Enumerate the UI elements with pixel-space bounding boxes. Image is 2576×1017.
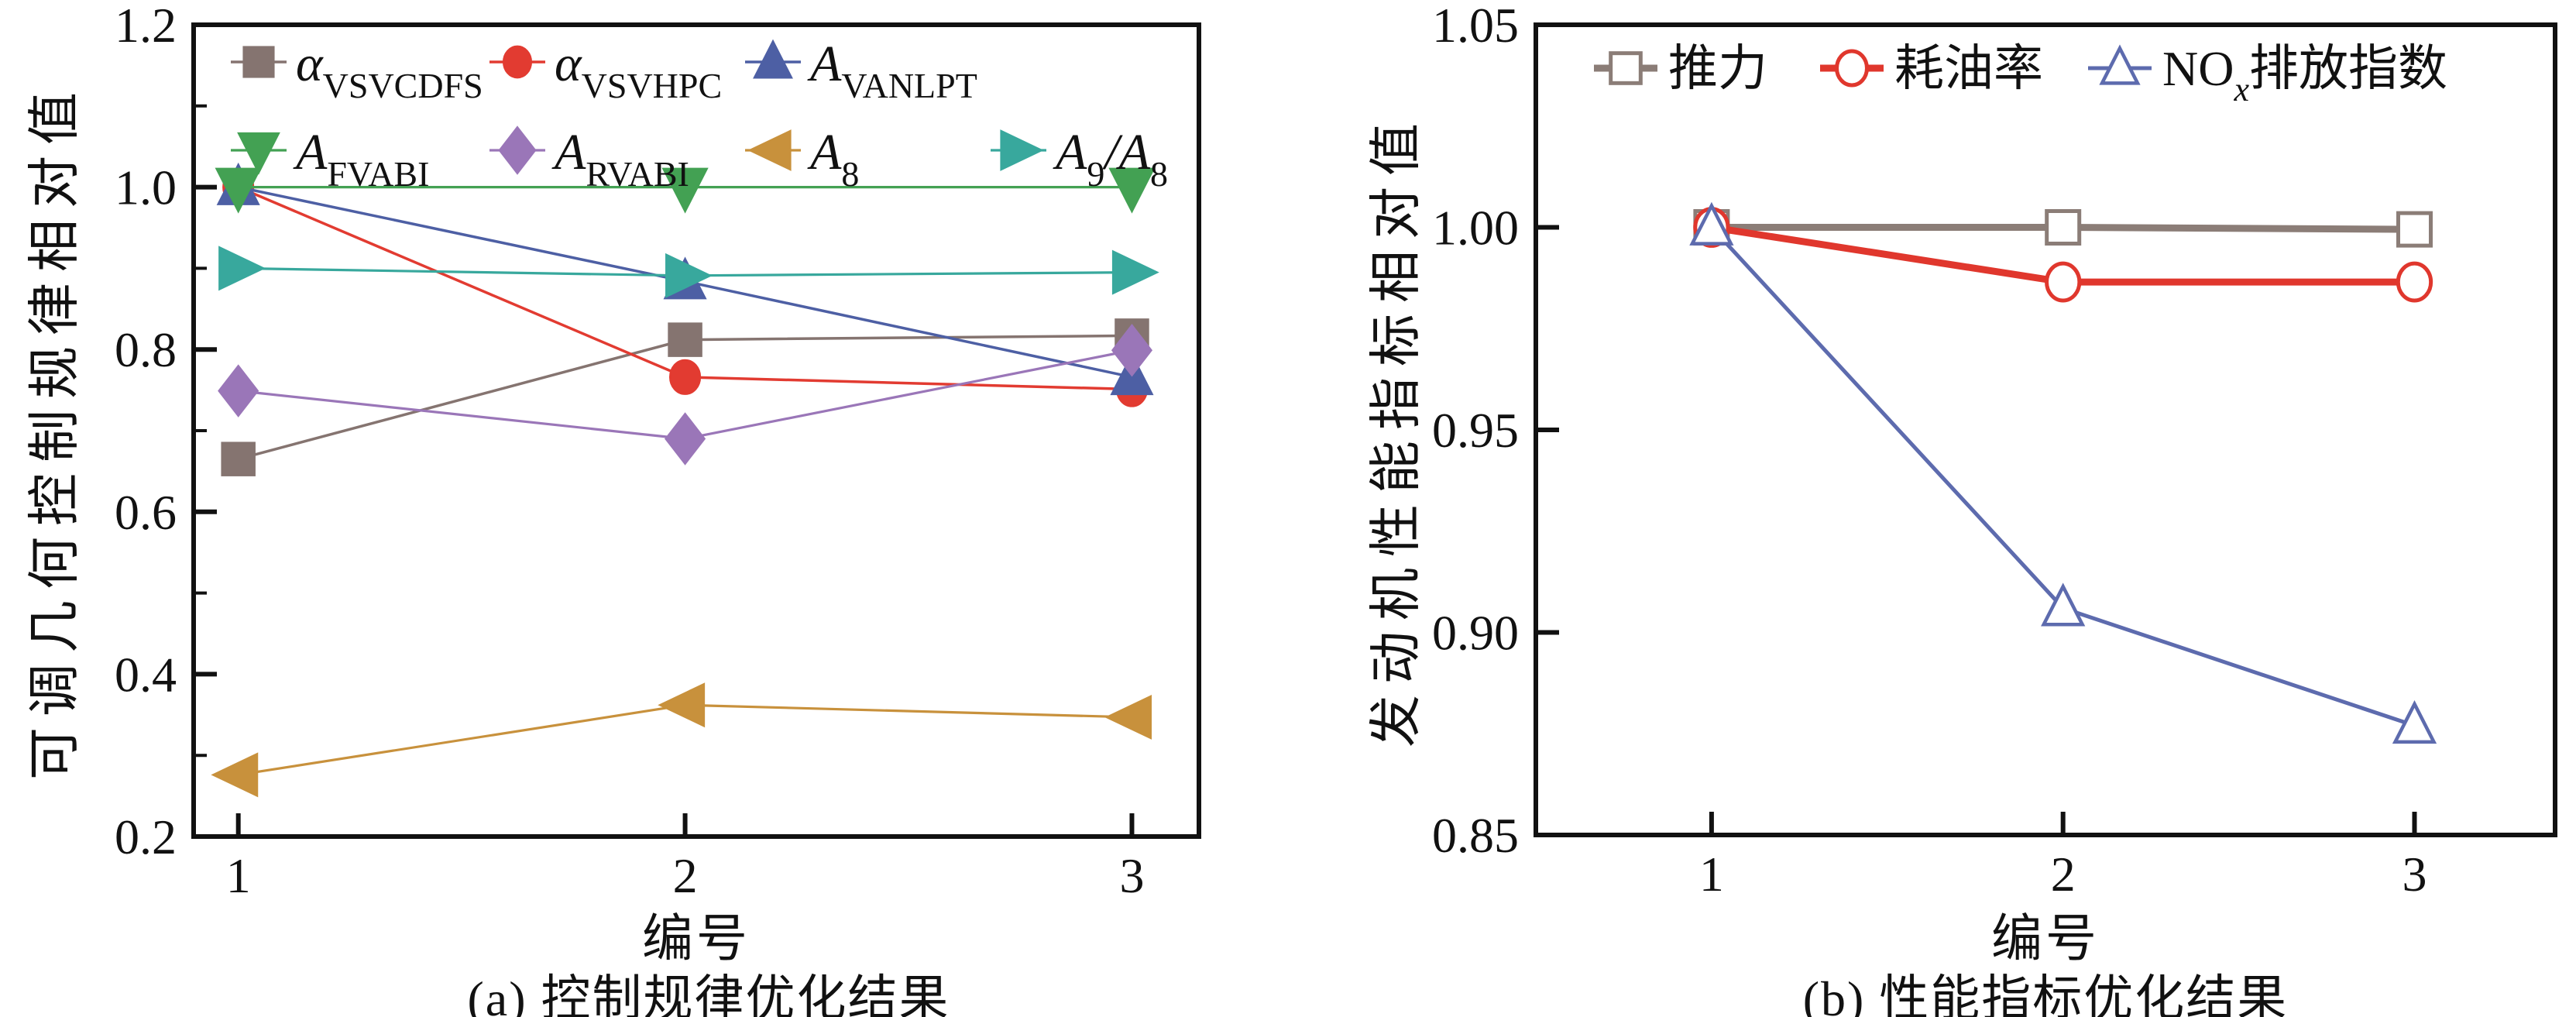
series-marker-thrust xyxy=(2396,211,2433,248)
legend-label-a-rvabi: ARVABI xyxy=(551,124,689,194)
legend-label-a9-a8: A9/A8 xyxy=(1053,124,1168,194)
x-tick-label: 1 xyxy=(1699,847,1724,902)
legend-b: 推力 耗油率 NOx排放指数 xyxy=(1594,41,2447,108)
axes-a: 0.2 0.4 0.6 0.8 1.0 1.2 1 2 3 xyxy=(115,0,1144,903)
series-marker-a8 xyxy=(211,752,259,798)
x-tick-label: 1 xyxy=(226,848,251,903)
x-tick-label: 2 xyxy=(673,848,698,903)
axes-b: 0.85 0.90 0.95 1.00 1.05 1 2 3 xyxy=(1432,0,2427,902)
y-tick-label: 0.90 xyxy=(1432,606,1519,661)
legend-label-sfc: 耗油率 xyxy=(1894,41,2043,96)
legend-marker-thrust xyxy=(1609,51,1643,85)
series-marker-sfc xyxy=(2396,261,2433,303)
series-marker-a-rvabi xyxy=(218,364,259,417)
series-marker-a9-a8 xyxy=(218,246,266,291)
series-a9-a8 xyxy=(218,246,1159,298)
legend-item-nox-emission-index: NOx排放指数 xyxy=(2088,41,2447,108)
x-tick-label: 3 xyxy=(1119,848,1144,903)
y-tick-label: 0.85 xyxy=(1432,808,1519,863)
subfigure-caption-a: (a) 控制规律优化结果 xyxy=(467,971,950,1017)
legend-item-a-vanlpt: AVANLPT xyxy=(745,36,977,105)
legend-item-alpha-vsvcdfs: αVSVCDFS xyxy=(231,36,483,105)
legend-a: αVSVCDFS αVSVHPC AVANLPT AFVABI ARVABI A8 A9/A… xyxy=(231,36,1168,194)
y-tick-label: 0.8 xyxy=(115,322,177,377)
y-tick-label: 0.95 xyxy=(1432,403,1519,458)
series-marker-a-fvabi xyxy=(1108,167,1156,214)
series-marker-a8 xyxy=(1104,694,1152,740)
chart-a-canvas: 0.2 0.4 0.6 0.8 1.0 1.2 1 2 3 αVSVCDFS αVSVHPC AVAN… xyxy=(115,0,1201,903)
legend-marker-sfc xyxy=(1835,49,1869,88)
y-tick-label: 0.2 xyxy=(115,809,177,864)
legend-marker-a8 xyxy=(747,129,792,171)
legend-item-a9-a8: A9/A8 xyxy=(991,124,1168,194)
y-tick-label: 0.6 xyxy=(115,485,177,540)
series-marker-a-rvabi xyxy=(1111,323,1153,377)
legend-item-alpha-vsvhpc: αVSVHPC xyxy=(489,36,722,105)
series-marker-sfc xyxy=(2045,261,2082,303)
y-axis-label-a: 可调几何控制规律相对值 xyxy=(25,81,84,781)
legend-item-sfc: 耗油率 xyxy=(1820,41,2043,96)
series-marker-a9-a8 xyxy=(1111,249,1159,295)
y-tick-label: 1.05 xyxy=(1432,0,1519,53)
series-a-rvabi xyxy=(218,323,1153,466)
y-tick-label: 1.0 xyxy=(115,160,177,215)
legend-marker-alpha-vsvcdfs xyxy=(242,46,275,78)
series-marker-nox-emission-index xyxy=(1689,201,1734,246)
series-marker-alpha-vsvcdfs xyxy=(221,442,256,476)
legend-label-a-fvabi: AFVABI xyxy=(293,124,429,194)
series-a-fvabi xyxy=(215,167,1156,214)
series-marker-a-fvabi xyxy=(661,167,709,214)
series-marker-nox-emission-index xyxy=(2041,582,2086,627)
legend-label-alpha-vsvcdfs: αVSVCDFS xyxy=(296,36,483,105)
plot-border-a xyxy=(191,22,1201,839)
series-marker-a9-a8 xyxy=(665,253,713,298)
series-marker-thrust xyxy=(2045,209,2082,246)
series-marker-a-fvabi xyxy=(215,167,262,214)
legend-item-thrust: 推力 xyxy=(1594,41,1767,96)
series-marker-alpha-vsvcdfs xyxy=(668,322,702,357)
chart-b-canvas: 0.85 0.90 0.95 1.00 1.05 1 2 3 推力 耗油率 NOx排放指数 xyxy=(1432,0,2557,902)
series-nox-emission-index xyxy=(1689,201,2437,744)
series-marker-alpha-vsvhpc xyxy=(669,359,702,395)
legend-marker-alpha-vsvhpc xyxy=(502,45,533,79)
legend-marker-a-rvabi xyxy=(498,125,537,175)
legend-item-a8: A8 xyxy=(745,124,859,194)
y-tick-label: 1.2 xyxy=(115,0,177,53)
legend-marker-nox-emission-index xyxy=(2099,44,2141,85)
legend-label-thrust: 推力 xyxy=(1668,41,1767,96)
y-tick-label: 0.4 xyxy=(115,647,177,702)
x-tick-label: 2 xyxy=(2051,847,2076,902)
x-axis-label-b: 编号 xyxy=(1991,911,2100,967)
x-axis-label-a: 编号 xyxy=(642,911,750,967)
series-marker-a-rvabi xyxy=(665,412,706,466)
legend-label-a-vanlpt: AVANLPT xyxy=(807,36,977,105)
series-marker-nox-emission-index xyxy=(2392,699,2437,744)
subfigure-caption-b: (b) 性能指标优化结果 xyxy=(1802,971,2289,1017)
legend-label-nox-emission-index: NOx排放指数 xyxy=(2162,41,2447,108)
x-tick-label: 3 xyxy=(2402,847,2427,902)
legend-item-a-fvabi: AFVABI xyxy=(231,124,429,194)
series-a8 xyxy=(211,682,1152,798)
plot-border-b xyxy=(1534,22,2557,837)
legend-marker-a-fvabi xyxy=(237,132,280,175)
legend-marker-a-vanlpt xyxy=(753,39,793,79)
y-axis-label-b: 发动机性能指标相对值 xyxy=(1366,112,1426,748)
series-marker-a8 xyxy=(658,682,706,728)
legend-label-a8: A8 xyxy=(807,124,859,194)
y-tick-label: 1.00 xyxy=(1432,201,1519,256)
legend-item-a-rvabi: ARVABI xyxy=(489,124,689,194)
legend-marker-a9-a8 xyxy=(1000,129,1044,171)
legend-label-alpha-vsvhpc: αVSVHPC xyxy=(555,36,722,105)
